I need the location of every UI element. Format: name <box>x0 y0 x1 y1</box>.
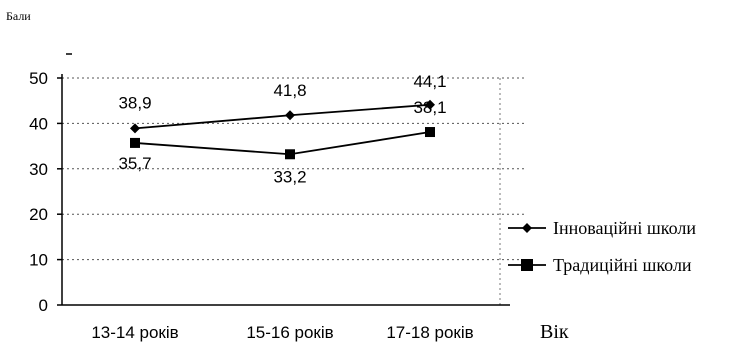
data-labels: 38,9 41,8 44,1 35,7 33,2 38,1 <box>118 72 446 186</box>
x-tick-label: 15-16 років <box>246 323 333 342</box>
legend-label: Інноваційні школи <box>553 218 696 238</box>
data-point <box>285 110 295 121</box>
y-axis-label: Бали <box>6 9 31 23</box>
axes <box>57 74 510 306</box>
legend-marker <box>521 259 533 271</box>
y-tick-labels: 0 10 20 30 40 50 <box>29 69 48 315</box>
legend-marker <box>522 223 532 233</box>
series-line <box>134 131 431 156</box>
y-tick-label: 40 <box>29 114 48 133</box>
y-tick-label: 10 <box>29 251 48 270</box>
y-tick-label: 0 <box>39 296 48 315</box>
y-tick-label: 20 <box>29 205 48 224</box>
data-label: 38,9 <box>118 93 151 112</box>
data-label: 41,8 <box>273 81 306 100</box>
series-line <box>134 103 431 130</box>
legend: Інноваційні школи Традиційні школи <box>508 218 696 275</box>
data-point <box>130 123 140 134</box>
grid-lines <box>62 77 525 305</box>
x-tick-label: 17-18 років <box>386 323 473 342</box>
y-tick-label: 50 <box>29 69 48 88</box>
x-tick-label: 13-14 років <box>91 323 178 342</box>
data-label: 35,7 <box>118 154 151 173</box>
data-label: 33,2 <box>273 167 306 186</box>
y-tick-label: 30 <box>29 160 48 179</box>
x-tick-labels: 13-14 років 15-16 років 17-18 років <box>91 323 473 342</box>
data-label: 38,1 <box>413 98 446 117</box>
series-group <box>130 99 435 160</box>
data-point <box>285 149 295 160</box>
data-point <box>425 99 435 110</box>
data-label: 44,1 <box>413 72 446 91</box>
data-point <box>130 137 140 148</box>
x-axis-label: Вік <box>540 321 569 343</box>
data-point <box>425 127 435 138</box>
legend-label: Традиційні школи <box>553 255 692 275</box>
